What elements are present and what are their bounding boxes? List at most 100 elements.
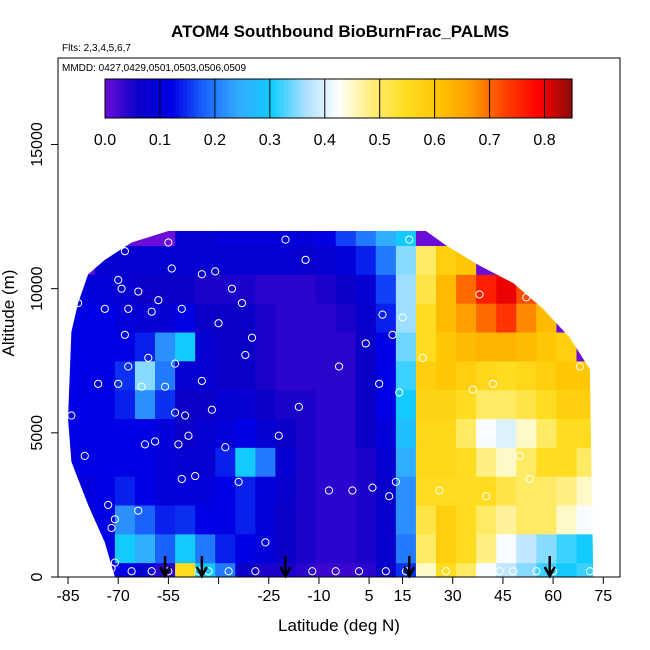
x-tick-label: 15 [394, 588, 412, 605]
colorbar-segment [560, 79, 565, 118]
colorbar-segment [178, 79, 184, 118]
heatmap-cell [375, 418, 397, 448]
colorbar-segment [105, 79, 110, 118]
colorbar-frame [104, 78, 573, 119]
colorbar-segment [529, 79, 534, 118]
heatmap-field [68, 231, 594, 577]
colorbar-segment [307, 79, 312, 118]
heatmap-cell [155, 245, 176, 275]
sample-point [261, 538, 270, 547]
heatmap-cell [516, 447, 537, 477]
colorbar-segment [533, 79, 538, 118]
x-tick-label: -70 [107, 588, 130, 605]
sample-point [418, 353, 427, 362]
heatmap-cell [395, 274, 417, 304]
heatmap-cell [395, 504, 417, 535]
heatmap-cell [576, 447, 594, 477]
colorbar-segment [291, 79, 297, 118]
colorbar-segment [365, 79, 371, 118]
colorbar-tick-label: 0.1 [149, 132, 171, 149]
flight-arrow [195, 556, 208, 579]
heatmap-cell [155, 476, 176, 506]
colorbar-segment [525, 79, 530, 118]
chart-title: ATOM4 Southbound BioBurnFrac_PALMS [171, 22, 509, 41]
heatmap-cell [556, 533, 578, 564]
heatmap-cell [295, 274, 317, 304]
sample-point [381, 567, 390, 576]
colorbar-segment [498, 79, 503, 118]
colorbar-segment [136, 79, 141, 118]
sample-point [184, 431, 193, 440]
heatmap-cell [235, 562, 256, 577]
colorbar-segment [143, 79, 149, 118]
heatmap-cell [114, 418, 136, 448]
colorbar-segment [116, 79, 122, 118]
heatmap-cell [68, 360, 76, 391]
heatmap-cell [335, 274, 357, 304]
heatmap-cell [215, 331, 236, 362]
heatmap-cell [74, 360, 96, 391]
sample-point [241, 350, 250, 360]
heatmap-cell [295, 303, 317, 333]
sample-point [80, 451, 89, 460]
heatmap-cell [195, 274, 216, 304]
heatmap-cell [114, 389, 136, 420]
heatmap-cell [476, 331, 497, 362]
heatmap-cell [275, 231, 297, 247]
heatmap-cell [355, 303, 377, 333]
colorbar-segment [455, 79, 460, 118]
colorbar-segment [264, 79, 270, 118]
heatmap-cell [496, 303, 517, 333]
heatmap-cell [355, 389, 377, 420]
x-tick-label: 45 [494, 588, 512, 605]
colorbar-segment [521, 79, 526, 118]
heatmap-cell [335, 418, 357, 448]
heatmap-cell [476, 303, 497, 333]
heatmap-cell [355, 231, 377, 247]
heatmap-cell [94, 447, 116, 477]
heatmap-cell [295, 533, 317, 564]
x-tick-label: 5 [365, 588, 374, 605]
heatmap-cell [235, 231, 256, 247]
sample-point [395, 388, 404, 397]
colorbar-tick-label: 0.4 [314, 132, 336, 149]
heatmap-cell [355, 533, 377, 564]
colorbar-segment [385, 79, 390, 118]
sample-point [331, 567, 340, 576]
x-tick-label: 60 [544, 588, 562, 605]
heatmap-cell [335, 476, 357, 506]
heatmap-cell [375, 504, 397, 535]
sample-point [114, 275, 123, 285]
heatmap-cell [195, 389, 216, 420]
colorbar-segment [284, 79, 289, 118]
heatmap-cell [155, 360, 176, 391]
colorbar-segment [140, 79, 145, 118]
colorbar-segment [357, 79, 363, 118]
colorbar-segment [373, 79, 379, 118]
colorbar-segment [431, 79, 437, 118]
sample-point [378, 310, 387, 319]
colorbar-segment [505, 79, 511, 118]
colorbar-segment [346, 79, 351, 118]
sample-point [117, 284, 126, 293]
colorbar-segment [319, 79, 324, 118]
x-tick-label: -25 [257, 588, 280, 605]
colorbar-segment [128, 79, 133, 118]
heatmap-cell [275, 476, 297, 506]
heatmap-cell [74, 504, 96, 535]
heatmap-cell [456, 504, 477, 535]
colorbar-segment [287, 79, 293, 118]
sample-point [294, 402, 303, 411]
heatmap-cell [295, 418, 317, 448]
heatmap-cell [516, 533, 537, 564]
sample-point [124, 304, 133, 313]
sample-point [354, 567, 364, 576]
colorbar-segment [416, 79, 421, 118]
heatmap-cell [235, 274, 256, 304]
heatmap-cell [496, 245, 517, 275]
heatmap-cell [456, 331, 477, 362]
heatmap-cell [175, 231, 196, 247]
heatmap-cell [355, 504, 377, 535]
heatmap-cell [415, 245, 437, 275]
colorbar-segment [392, 79, 398, 118]
